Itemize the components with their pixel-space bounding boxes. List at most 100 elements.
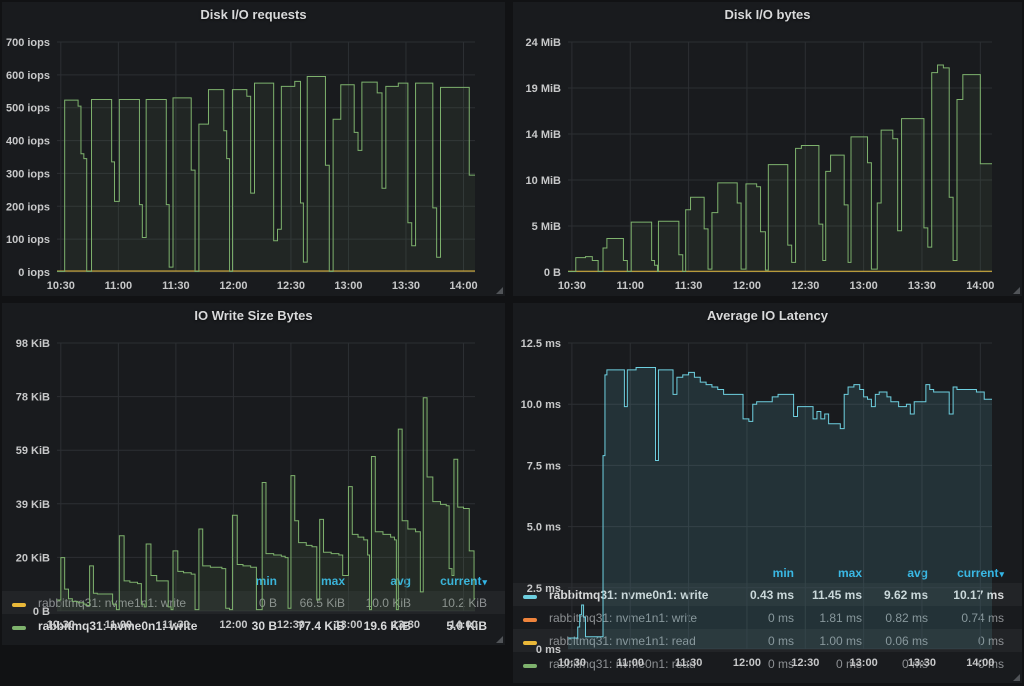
chart-canvas[interactable]: 0 B 5 MiB 10 MiB 14 MiB 19 MiB 24 MiB 10:30 11:…: [513, 28, 1022, 296]
legend-header-max[interactable]: max: [320, 574, 345, 588]
legend-value-min: 30 B: [251, 618, 277, 633]
x-axis-tick-label: 13:30: [392, 619, 420, 631]
y-axis-tick-label: 20 KiB: [16, 552, 50, 564]
y-axis-tick-label: 78 KiB: [16, 392, 50, 404]
series-line-nvme0n1-write[interactable]: [57, 76, 475, 272]
legend-series-label[interactable]: rabbitmq31: nvme0n1: read: [549, 656, 696, 671]
panel-resize-handle-icon[interactable]: [496, 636, 503, 643]
panel-title-average-io-latency[interactable]: Average IO Latency: [707, 308, 828, 323]
series-fill-nvme0n1-write: [568, 367, 992, 649]
x-axis-tick-label: 10:30: [558, 657, 586, 669]
legend-value-max: 11.45 ms: [811, 587, 862, 602]
legend-table-average-io-latency: min max avg current▾ rabbitmq31: nvme0n1: wr…: [513, 561, 1022, 683]
legend-value-min: 0 ms: [767, 610, 794, 625]
y-axis-tick-label: 59 KiB: [16, 445, 50, 457]
series-color-swatch-icon[interactable]: [12, 602, 26, 607]
y-axis-tick-label: 500 iops: [6, 103, 50, 115]
y-axis-tick-label: 19 MiB: [526, 83, 562, 95]
series-color-swatch-icon[interactable]: [523, 617, 537, 622]
x-axis-tick-label: 14:00: [966, 657, 994, 669]
series-line-nvme0n1-write[interactable]: [57, 397, 475, 611]
y-axis-tick-label: 12.5 ms: [521, 338, 561, 350]
legend-header-current[interactable]: current▾: [440, 574, 487, 588]
sort-caret-icon: ▾: [482, 577, 487, 587]
legend-row: rabbitmq31: nvme0n1: write 0.43 ms 11.45 m…: [513, 583, 1022, 606]
panel-io-write-size-bytes: IO Write Size Bytes 0 B 20 KiB 39 KiB 59 Ki…: [2, 303, 505, 645]
series-color-swatch-icon[interactable]: [523, 663, 537, 668]
legend-value-current: 0 ms: [977, 633, 1004, 648]
x-axis-tick-label: 13:00: [850, 657, 878, 669]
legend-series-label[interactable]: rabbitmq31: nvme0n1: write: [549, 587, 709, 602]
series-color-swatch-icon[interactable]: [12, 625, 26, 630]
x-axis-tick-label: 11:00: [105, 619, 133, 631]
legend-row: rabbitmq31: nvme1n1: write 0 ms 1.81 ms 0.8…: [513, 606, 1022, 629]
legend-row: rabbitmq31: nvme1n1: write 0 B 66.5 KiB 10.…: [2, 591, 505, 614]
legend-value-avg: 0 ms: [901, 656, 928, 671]
y-axis-tick-label: 10 MiB: [526, 175, 562, 187]
legend-series-label[interactable]: rabbitmq31: nvme1n1: write: [549, 610, 698, 625]
x-axis-tick-label: 14:00: [449, 280, 477, 292]
y-axis-tick-label: 2.5 ms: [527, 583, 561, 595]
legend-header-min[interactable]: min: [772, 566, 794, 580]
y-axis-tick-label: 5.0 ms: [527, 522, 561, 534]
legend-value-max: 66.5 KiB: [299, 595, 345, 610]
x-axis-tick-label: 11:30: [675, 280, 703, 292]
x-axis-tick-label: 13:00: [334, 619, 362, 631]
y-axis-tick-label: 200 iops: [6, 201, 50, 213]
legend-header-max[interactable]: max: [837, 566, 862, 580]
x-axis-tick-label: 12:00: [733, 657, 761, 669]
panel-title-disk-io-bytes[interactable]: Disk I/O bytes: [724, 7, 811, 22]
series-color-swatch-icon[interactable]: [523, 640, 537, 645]
x-axis-tick-label: 12:30: [277, 280, 305, 292]
x-axis-tick-label: 11:30: [162, 280, 190, 292]
series-line-nvme0n1-write[interactable]: [568, 64, 992, 273]
legend-series-label[interactable]: rabbitmq31: nvme1n1: write: [38, 595, 187, 610]
legend-value-max: 1.00 ms: [819, 633, 862, 648]
legend-header-row: min max avg current▾: [513, 563, 1022, 583]
x-axis-tick-label: 10:30: [47, 619, 75, 631]
legend-value-current: 10.2 KiB: [441, 595, 487, 610]
y-axis-tick-label: 400 iops: [6, 136, 50, 148]
legend-series-label[interactable]: rabbitmq31: nvme0n1: write: [38, 618, 198, 633]
legend-value-current: 5.0 KiB: [446, 618, 487, 633]
panel-resize-handle-icon[interactable]: [496, 287, 503, 294]
chart-disk-io-requests[interactable]: 0 iops 100 iops 200 iops 300 iops 400 iops 50…: [2, 28, 505, 296]
legend-row: rabbitmq31: nvme0n1: read 0 ms 0 ms 0 ms 0 m…: [513, 652, 1022, 675]
x-axis-tick-label: 12:30: [277, 619, 305, 631]
y-axis-tick-label: 0 B: [33, 606, 50, 618]
x-axis-tick-label: 14:00: [966, 280, 994, 292]
chart-canvas[interactable]: 0 B 20 KiB 39 KiB 59 KiB 78 KiB 98 KiB 10:30 11…: [2, 329, 505, 635]
chart-io-write-size-bytes[interactable]: 0 B 20 KiB 39 KiB 59 KiB 78 KiB 98 KiB 10:30 11…: [2, 329, 505, 631]
legend-table-io-write-size: min max avg current▾ rabbitmq31: nvme1n1: wr…: [2, 569, 505, 645]
panel-resize-handle-icon[interactable]: [1013, 287, 1020, 294]
panel-disk-io-requests: Disk I/O requests 0 iops 100 iops 200 iops…: [2, 2, 505, 296]
x-axis-tick-label: 12:00: [733, 280, 761, 292]
x-axis-tick-label: 12:00: [219, 280, 247, 292]
panel-resize-handle-icon[interactable]: [1013, 674, 1020, 681]
series-line-nvme0n1-write[interactable]: [568, 366, 992, 639]
y-axis-tick-label: 0 ms: [536, 644, 561, 656]
legend-row: rabbitmq31: nvme1n1: read 0 ms 1.00 ms 0.06…: [513, 629, 1022, 652]
chart-average-io-latency[interactable]: 0 ms 2.5 ms 5.0 ms 7.5 ms 10.0 ms 12.5 ms 10:3…: [513, 329, 1022, 669]
y-axis-tick-label: 14 MiB: [526, 129, 562, 141]
panel-average-io-latency: Average IO Latency 0 ms 2.5 ms 5.0 ms 7.5 m…: [513, 303, 1022, 683]
x-axis-tick-label: 13:00: [334, 280, 362, 292]
legend-header-min[interactable]: min: [255, 574, 277, 588]
legend-row: rabbitmq31: nvme0n1: write 30 B 77.4 KiB 19…: [2, 614, 505, 637]
legend-value-current: 0.74 ms: [961, 610, 1004, 625]
chart-canvas[interactable]: 0 ms 2.5 ms 5.0 ms 7.5 ms 10.0 ms 12.5 ms 10:3…: [513, 329, 1022, 673]
y-axis-tick-label: 7.5 ms: [527, 460, 561, 472]
x-axis-tick-label: 11:00: [105, 280, 133, 292]
chart-canvas[interactable]: 0 iops 100 iops 200 iops 300 iops 400 iops 50…: [2, 28, 505, 296]
chart-disk-io-bytes[interactable]: 0 B 5 MiB 10 MiB 14 MiB 19 MiB 24 MiB 10:30 11:…: [513, 28, 1022, 296]
panel-title-io-write-size-bytes[interactable]: IO Write Size Bytes: [194, 308, 313, 323]
panel-disk-io-bytes: Disk I/O bytes 0 B 5 MiB 10 MiB 14 MiB 19 Mi…: [513, 2, 1022, 296]
x-axis-tick-label: 11:30: [675, 657, 703, 669]
panel-title-disk-io-requests[interactable]: Disk I/O requests: [200, 7, 307, 22]
legend-header-avg[interactable]: avg: [907, 566, 928, 580]
legend-value-avg: 9.62 ms: [883, 587, 928, 602]
y-axis-tick-label: 0 B: [544, 267, 561, 279]
series-color-swatch-icon[interactable]: [523, 594, 537, 599]
legend-header-current[interactable]: current▾: [957, 566, 1004, 580]
